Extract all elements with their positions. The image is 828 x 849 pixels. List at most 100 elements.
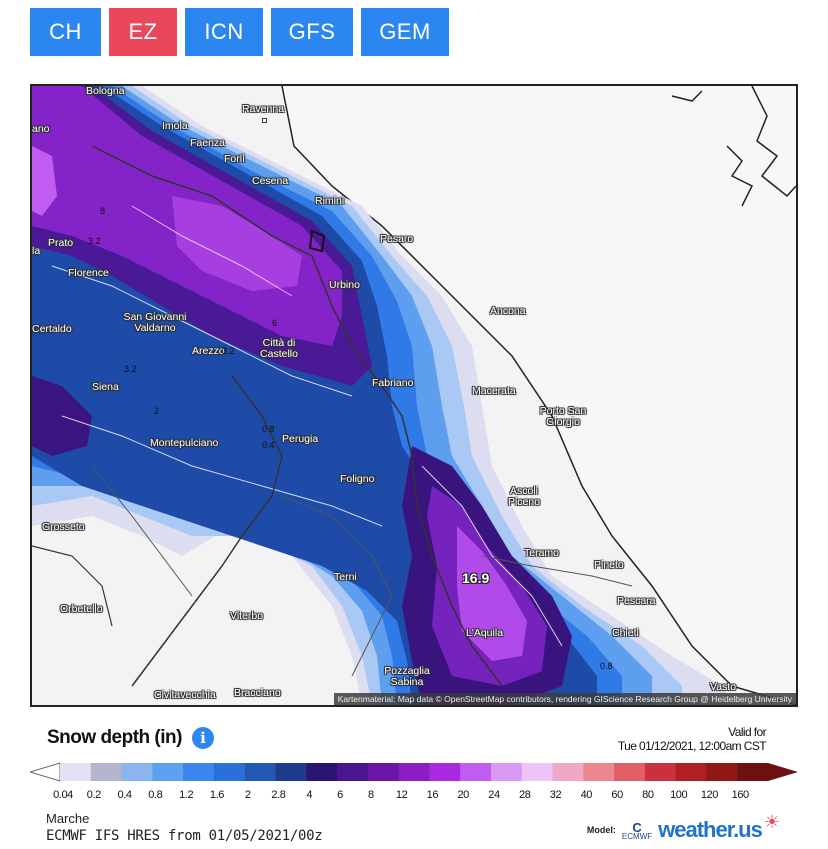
legend-tick-label: 40 — [580, 789, 593, 801]
info-icon[interactable]: i — [191, 727, 214, 749]
legend-swatch — [644, 763, 677, 781]
legend-swatch — [614, 763, 646, 781]
legend-swatch — [675, 763, 707, 781]
city-ancona: Ancona — [490, 305, 526, 317]
legend-tick-label: 28 — [519, 789, 531, 801]
city-vasto: Vasto — [710, 681, 737, 693]
city-pescara: Pescara — [617, 595, 656, 607]
legend-swatch — [367, 763, 400, 781]
legend-tick-label: 2 — [244, 789, 251, 801]
city-arezzo: Arezzo — [192, 345, 225, 357]
city-ascoli-piceno: Ascoli Piceno — [507, 485, 541, 509]
map-attribution: Kartenmaterial: Map data © OpenStreetMap… — [333, 693, 796, 705]
tab-gfs[interactable]: GFS — [271, 8, 353, 56]
legend-tick-label: 0.8 — [148, 789, 163, 801]
legend-swatch — [337, 763, 369, 781]
legend-tick-label: 12 — [395, 789, 408, 801]
city-pineto: Pineto — [594, 559, 624, 571]
legend-swatch — [275, 763, 307, 781]
city-laquila: L'Aquila — [466, 627, 504, 639]
legend-swatch — [183, 763, 215, 781]
legend-swatch — [521, 763, 554, 781]
city-la: la — [32, 245, 41, 257]
tab-ez[interactable]: EZ — [109, 8, 177, 56]
city-siena: Siena — [92, 381, 119, 393]
tab-icn[interactable]: ICN — [185, 8, 263, 56]
contour-label: 6 — [272, 318, 278, 328]
legend-labels: 0.04 0.2 0.4 0.8 1.2 1.6 2 2.8 4 6 8 12 16 20 24 28 32 40… — [30, 789, 800, 803]
city-certaldo: Certaldo — [32, 323, 72, 335]
legend-tick-label: 0.04 — [53, 789, 73, 801]
legend-swatch — [737, 763, 769, 781]
tab-gem[interactable]: GEM — [361, 8, 449, 56]
snow-depth-map[interactable]: Bologna ano Ravenna Imola Faenza Forlì C… — [30, 84, 798, 707]
max-value-label: 16.9 — [462, 570, 490, 586]
model-label: Model: — [586, 825, 616, 835]
legend-swatch — [583, 763, 615, 781]
city-foligno: Foligno — [340, 473, 375, 485]
legend-tick-label: 1.6 — [209, 789, 224, 801]
city-pesaro: Pesaro — [380, 233, 414, 245]
valid-label: Valid for — [728, 725, 766, 739]
tab-ch[interactable]: CH — [30, 8, 101, 56]
contour-label: 0.8 — [262, 424, 275, 434]
city-citta-di-castello: Città di Castello — [260, 337, 298, 361]
valid-datetime: Tue 01/12/2021, 12:00am CST — [617, 739, 767, 753]
legend-swatch — [490, 763, 523, 781]
weather-us-logo: weather.us — [658, 817, 763, 842]
legend-swatch — [552, 763, 584, 781]
contour-label: 0.8 — [600, 661, 613, 671]
legend-max-arrow — [768, 763, 798, 781]
legend-tick-label: 32 — [549, 789, 562, 801]
city-rimini: Rimini — [315, 195, 345, 207]
city-terni: Terni — [334, 571, 357, 583]
contour-label: 8 — [100, 206, 106, 216]
city-florence: Florence — [68, 267, 109, 279]
legend-min-arrow — [30, 762, 61, 782]
city-chieti: Chieti — [612, 627, 639, 639]
city-forli: Forlì — [224, 153, 245, 165]
legend-tick-label: 20 — [457, 789, 469, 801]
brand-logo: Model: C ECMWF weather.us ☀ — [587, 812, 780, 843]
city-bracciano: Bracciano — [234, 687, 281, 699]
region-name: Marche — [46, 811, 90, 826]
city-orbetello: Orbetello — [60, 603, 103, 615]
city-teramo: Teramo — [524, 547, 560, 559]
legend-tick-label: 60 — [611, 789, 623, 801]
valid-time: Valid for Tue 01/12/2021, 12:00am CST — [617, 725, 767, 753]
legend-tick-label: 0.2 — [86, 789, 101, 801]
ecmwf-logo: C ECMWF — [621, 820, 653, 841]
legend-swatch — [306, 763, 338, 781]
contour-label: 3.2 — [124, 364, 137, 374]
legend-tick-label: 24 — [488, 789, 500, 801]
city-civitavecchia: Civitavecchia — [154, 689, 216, 701]
contour-label: 3.2 — [222, 346, 235, 356]
legend-title-row: Snow depth (in) i — [47, 727, 214, 749]
map-canvas — [32, 86, 796, 705]
legend-tick-label: 6 — [337, 789, 343, 801]
city-ravenna: Ravenna — [242, 103, 284, 126]
legend-swatch — [429, 763, 461, 781]
city-cesena: Cesena — [252, 175, 289, 187]
city-bologna: Bologna — [86, 85, 125, 97]
city-grosseto: Grosseto — [42, 521, 85, 533]
legend-tick-label: 0.4 — [117, 789, 132, 801]
contour-label: 2 — [154, 406, 160, 416]
color-legend — [30, 762, 798, 782]
contour-label: 3.2 — [88, 236, 101, 246]
legend-swatch — [213, 763, 246, 781]
legend-tick-label: 160 — [731, 789, 750, 801]
contour-label: 0.4 — [262, 440, 275, 450]
legend-tick-label: 4 — [306, 789, 313, 801]
model-run: ECMWF IFS HRES from 01/05/2021/00z — [46, 828, 323, 844]
legend-swatch — [706, 763, 738, 781]
legend-swatch — [244, 763, 276, 781]
legend-swatch — [152, 763, 184, 781]
city-pozzaglia-sabina: Pozzaglia Sabina — [384, 665, 430, 689]
city-macerata: Macerata — [472, 385, 516, 397]
legend-swatch — [90, 763, 123, 781]
legend-swatch — [60, 763, 92, 781]
legend-tick-label: 2.8 — [271, 789, 286, 801]
city-faenza: Faenza — [190, 137, 226, 149]
city-viterbo: Viterbo — [230, 610, 264, 622]
